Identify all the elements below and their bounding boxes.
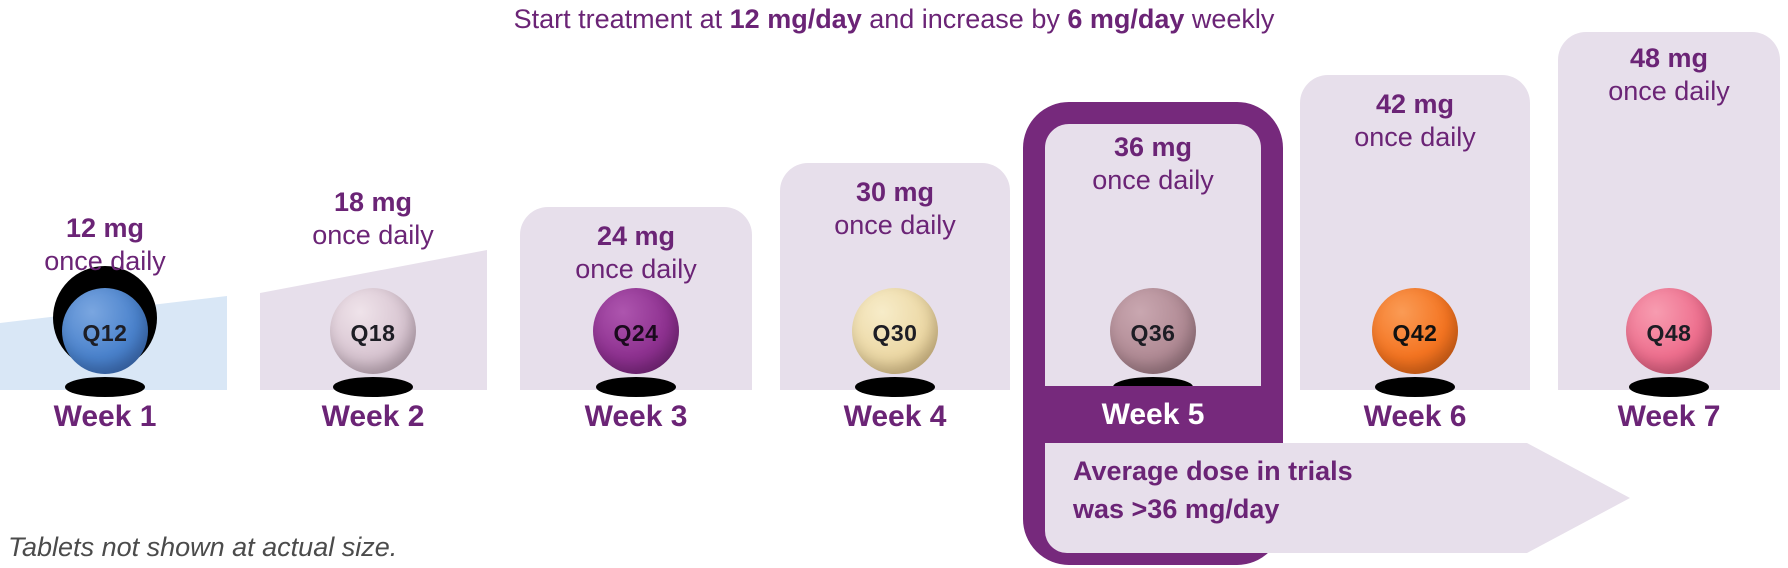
tablet-q42: Q42 bbox=[1372, 288, 1458, 374]
dose-amount: 48 mg bbox=[1629, 43, 1709, 73]
title-dose-start: 12 mg/day bbox=[729, 4, 862, 34]
tablet-q18: Q18 bbox=[330, 288, 416, 374]
average-dose-arrow-banner bbox=[1045, 443, 1630, 553]
dose-frequency: once daily bbox=[834, 210, 956, 240]
dose-frequency: once daily bbox=[575, 254, 697, 284]
pill-shadow bbox=[333, 377, 413, 397]
week-2-label: Week 2 bbox=[321, 400, 425, 433]
pill-shadow bbox=[855, 377, 935, 397]
footnote-tablet-size: Tablets not shown at actual size. bbox=[8, 532, 398, 562]
dose-amount: 24 mg bbox=[596, 221, 676, 251]
week-3-label: Week 3 bbox=[584, 400, 688, 433]
average-dose-line-2: was >36 mg/day bbox=[1073, 494, 1280, 524]
week-7-label: Week 7 bbox=[1617, 400, 1721, 433]
week-5-label-band: Week 5 bbox=[1023, 386, 1283, 443]
title-dose-increment: 6 mg/day bbox=[1067, 4, 1185, 34]
title-text-3: weekly bbox=[1184, 4, 1275, 34]
tablet-q36: Q36 bbox=[1110, 288, 1196, 374]
week-4-dose-label: 30 mg once daily bbox=[775, 176, 1015, 241]
average-dose-text: Average dose in trials was >36 mg/day bbox=[1073, 452, 1553, 528]
week-3-dose-label: 24 mg once daily bbox=[516, 220, 756, 285]
tablet-q30: Q30 bbox=[852, 288, 938, 374]
title-text-2: and increase by bbox=[861, 4, 1068, 34]
dose-frequency: once daily bbox=[312, 220, 434, 250]
tablet-q12: Q12 bbox=[62, 288, 148, 374]
pill-shadow bbox=[596, 377, 676, 397]
dose-amount: 30 mg bbox=[855, 177, 935, 207]
dose-frequency: once daily bbox=[1354, 122, 1476, 152]
pill-shadow bbox=[65, 377, 145, 397]
average-dose-line-1: Average dose in trials bbox=[1073, 456, 1353, 486]
pill-shadow bbox=[1629, 377, 1709, 397]
dose-frequency: once daily bbox=[1092, 165, 1214, 195]
dose-frequency: once daily bbox=[1608, 76, 1730, 106]
tablet-q48: Q48 bbox=[1626, 288, 1712, 374]
week-1-dose-label: 12 mg once daily bbox=[0, 212, 225, 277]
dose-amount: 36 mg bbox=[1113, 132, 1193, 162]
dose-amount: 12 mg bbox=[65, 213, 145, 243]
week-2-dose-label: 18 mg once daily bbox=[253, 186, 493, 251]
week-5-label: Week 5 bbox=[1101, 398, 1205, 431]
pill-shadow bbox=[1375, 377, 1455, 397]
week-6-dose-label: 42 mg once daily bbox=[1295, 88, 1535, 153]
week-5-dose-label: 36 mg once daily bbox=[1033, 131, 1273, 196]
week-7-dose-label: 48 mg once daily bbox=[1549, 42, 1788, 107]
title-text-1: Start treatment at bbox=[513, 4, 730, 34]
dose-amount: 18 mg bbox=[333, 187, 413, 217]
week-1-label: Week 1 bbox=[53, 400, 157, 433]
tablet-q24: Q24 bbox=[593, 288, 679, 374]
page-title: Start treatment at 12 mg/day and increas… bbox=[0, 2, 1788, 36]
dose-frequency: once daily bbox=[44, 246, 166, 276]
week-6-label: Week 6 bbox=[1363, 400, 1467, 433]
dose-amount: 42 mg bbox=[1375, 89, 1455, 119]
week-4-label: Week 4 bbox=[843, 400, 947, 433]
